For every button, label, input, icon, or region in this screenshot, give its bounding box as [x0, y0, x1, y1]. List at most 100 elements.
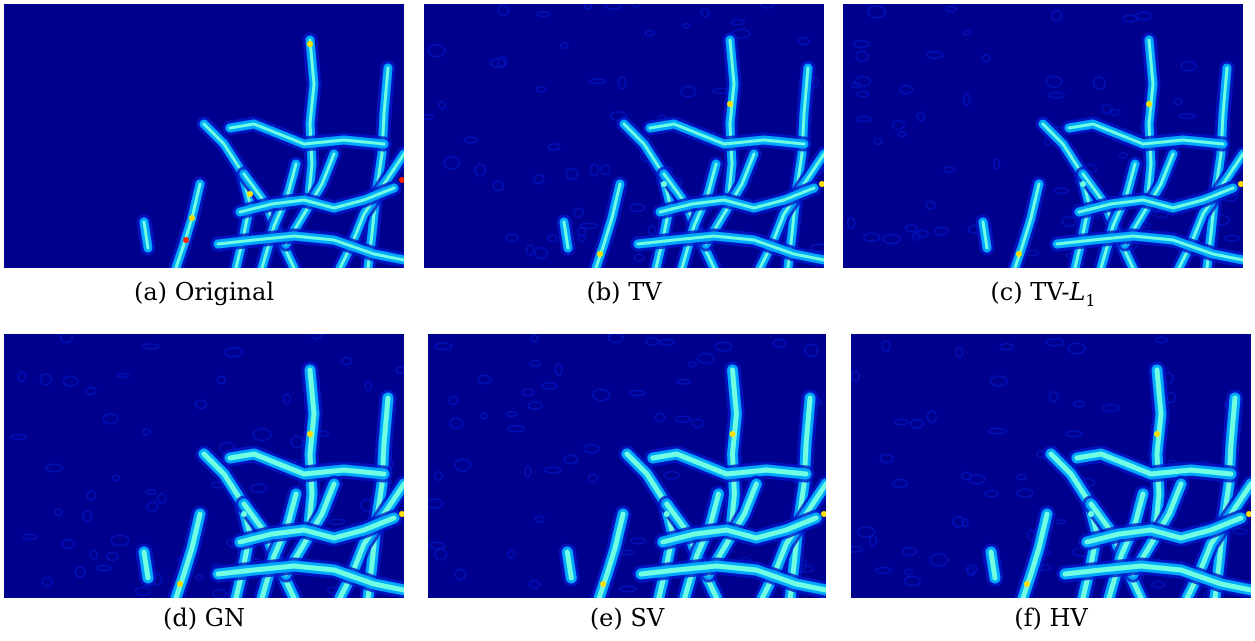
texture-blob: [395, 366, 404, 374]
texture-blob: [714, 341, 733, 352]
vessel-core: [1067, 122, 1225, 146]
caption-label: TV-: [1030, 278, 1070, 306]
texture-blob: [879, 453, 894, 464]
vessel-core: [786, 66, 810, 268]
texture-blob: [867, 5, 887, 19]
texture-blob: [547, 143, 561, 151]
texture-blob: [966, 567, 976, 577]
vessel-core: [680, 162, 718, 268]
texture-blob: [943, 165, 956, 174]
texture-blob: [1121, 14, 1139, 23]
texture-blob: [929, 553, 949, 567]
texture-blob: [891, 120, 906, 131]
texture-blob: [249, 483, 268, 494]
hot-spot: [600, 581, 607, 587]
texture-blob: [910, 418, 925, 429]
texture-blob: [533, 246, 548, 260]
texture-blob: [156, 493, 167, 505]
texture-blob: [607, 334, 624, 344]
heatmap-svg-a: [4, 4, 404, 268]
texture-blob: [541, 381, 558, 390]
vessel-core: [1074, 451, 1234, 477]
texture-blob: [424, 113, 434, 120]
caption-f: (f) HV: [851, 604, 1251, 632]
texture-blob: [696, 352, 715, 365]
texture-blob: [463, 136, 479, 144]
texture-blob: [894, 418, 910, 426]
texture-blob: [730, 18, 746, 26]
texture-blob: [449, 417, 464, 430]
texture-blob: [434, 548, 448, 561]
texture-blob: [1061, 215, 1078, 227]
texture-blob: [95, 565, 113, 572]
vessel-core: [238, 186, 396, 214]
texture-blob: [925, 200, 936, 210]
vessel-core: [1062, 563, 1251, 593]
panel-e: (e) SV: [428, 334, 826, 641]
texture-blob: [523, 466, 532, 478]
texture-blob: [1045, 75, 1063, 88]
texture-blob: [1151, 580, 1166, 589]
caption-label: Original: [174, 278, 274, 306]
texture-blob: [600, 164, 611, 176]
texture-blob: [62, 375, 79, 387]
hot-spot: [399, 177, 404, 183]
vessel-core: [650, 451, 809, 477]
texture-blob: [529, 579, 541, 589]
texture-blob: [89, 549, 98, 560]
caption-label: TV: [628, 278, 662, 306]
vessel-core: [1106, 491, 1146, 598]
texture-blob: [507, 549, 515, 559]
texture-blob: [892, 478, 909, 489]
vessel-core: [306, 38, 316, 206]
vessel-core: [726, 38, 736, 206]
hot-spot: [661, 181, 667, 187]
texture-blob: [961, 471, 972, 481]
texture-blob: [659, 338, 676, 346]
texture-blob: [897, 131, 908, 138]
texture-blob: [1048, 390, 1059, 403]
texture-blob: [700, 7, 710, 18]
vessel-core: [1212, 395, 1238, 598]
texture-blob: [577, 234, 586, 243]
heatmap-image-tv-l1: [843, 4, 1243, 268]
texture-blob: [224, 347, 244, 358]
caption-tag: (b): [586, 278, 621, 306]
texture-blob: [543, 466, 562, 474]
caption-e: (e) SV: [428, 604, 826, 632]
texture-blob: [546, 234, 558, 242]
hot-spot: [1024, 581, 1030, 587]
hot-spot: [819, 181, 824, 187]
texture-blob: [1065, 430, 1083, 438]
texture-blob: [534, 515, 545, 523]
texture-blob: [882, 233, 902, 245]
vessel-core: [237, 515, 397, 545]
hot-spot: [1146, 101, 1152, 107]
texture-blob: [10, 433, 28, 441]
texture-blob: [74, 566, 86, 578]
texture-blob: [54, 508, 63, 517]
texture-blob: [629, 537, 647, 545]
texture-blob: [850, 81, 862, 89]
texture-blob: [492, 180, 505, 192]
heatmap-image-original: [4, 4, 404, 268]
texture-blob: [631, 4, 640, 8]
vessel-core: [638, 563, 826, 593]
texture-blob: [644, 30, 655, 37]
vessel-core: [174, 182, 202, 268]
texture-blob: [1118, 151, 1128, 159]
texture-blob: [676, 378, 691, 385]
texture-blob: [804, 343, 819, 358]
vessel-core: [142, 220, 150, 250]
vessel-core: [228, 122, 386, 146]
texture-blob: [588, 78, 606, 85]
vessel-core: [787, 395, 813, 598]
vessel-core: [658, 186, 816, 214]
caption-symbol: L: [1069, 278, 1086, 306]
texture-blob: [1154, 336, 1168, 344]
texture-blob: [654, 412, 666, 423]
texture-blob: [856, 90, 870, 98]
texture-blob: [633, 253, 645, 262]
hot-spot: [1016, 251, 1022, 257]
hot-spot: [307, 431, 313, 437]
